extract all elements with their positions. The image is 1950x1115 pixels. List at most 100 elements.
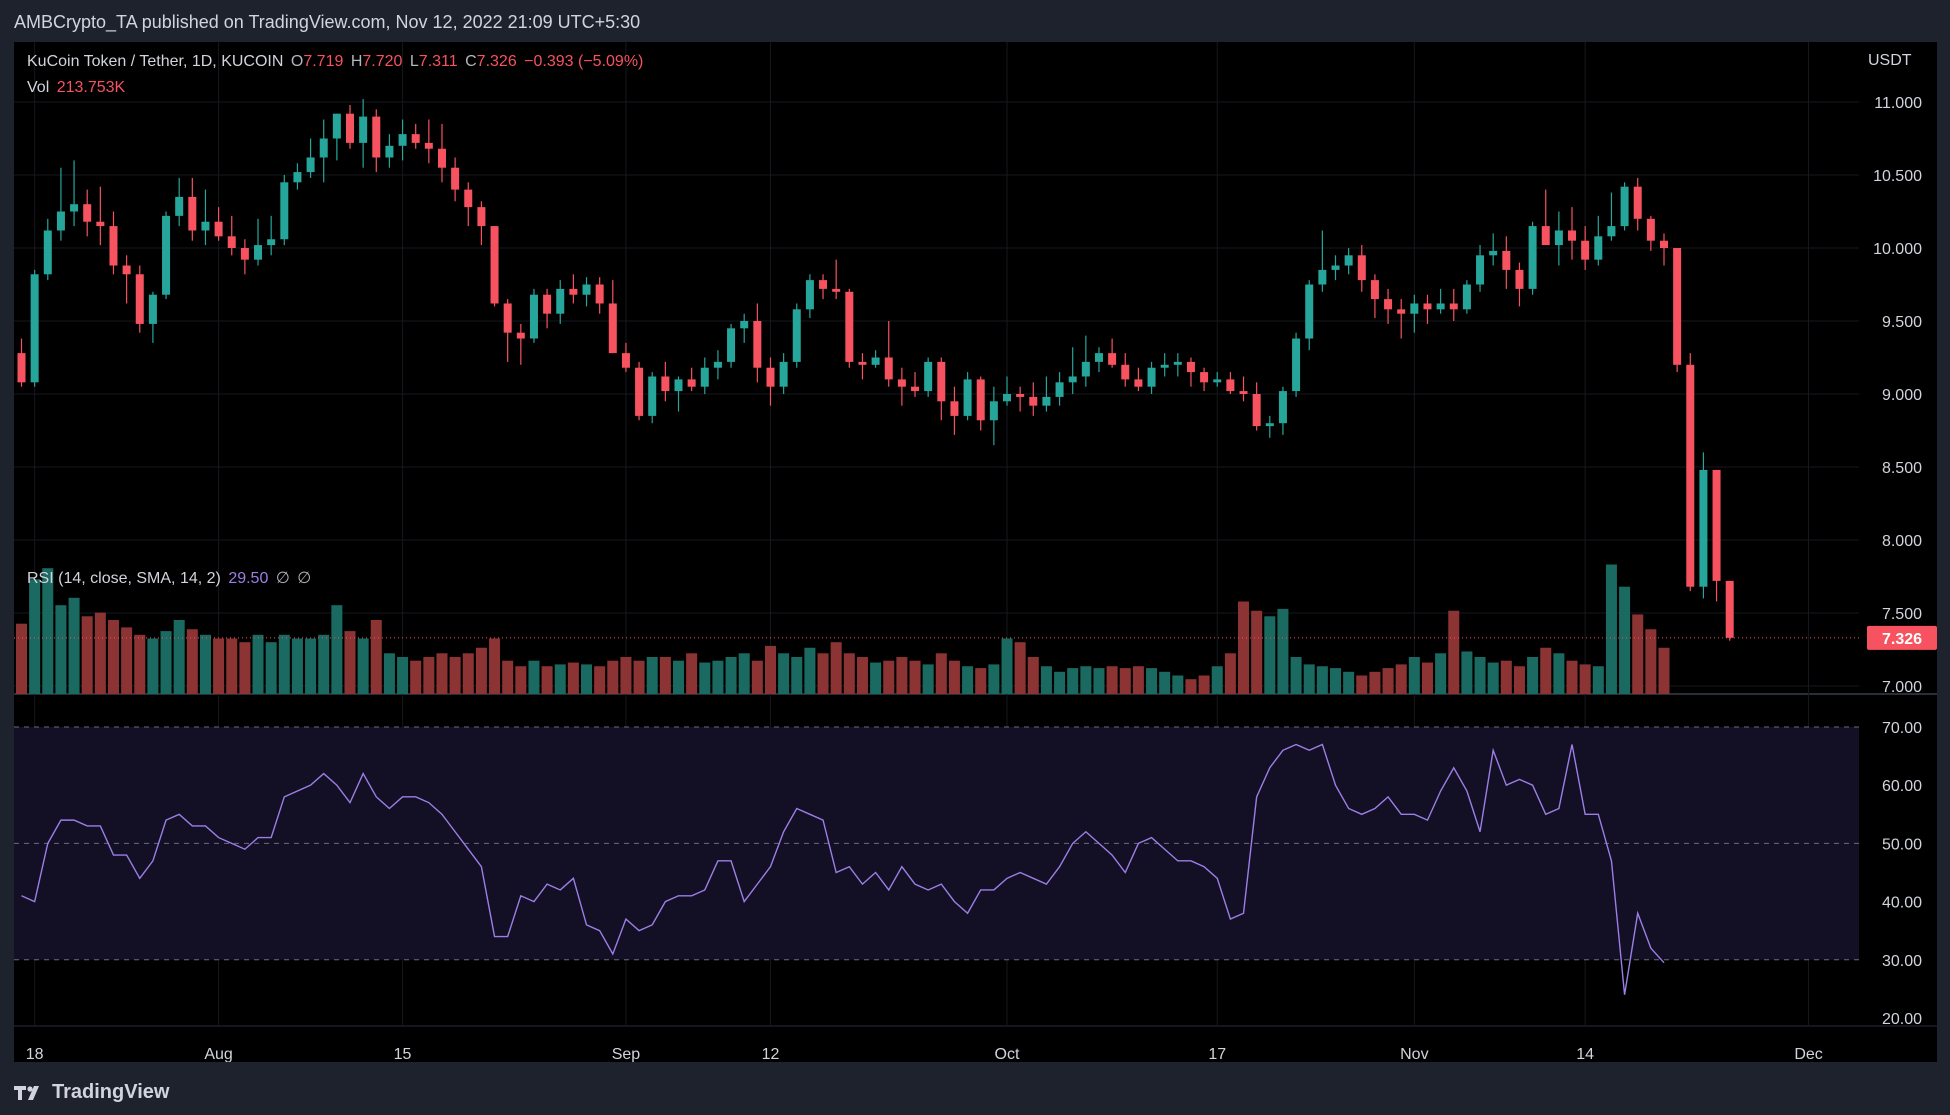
candle-body <box>1541 226 1550 246</box>
volume-bar <box>1566 660 1578 694</box>
low-label: L <box>409 53 419 70</box>
volume-bar <box>751 660 763 694</box>
volume-bar <box>1619 586 1631 694</box>
candle <box>1331 255 1340 281</box>
candle-body <box>306 157 315 173</box>
candle-body <box>214 221 223 237</box>
rsi-label[interactable]: RSI (14, close, SMA, 14, 2) <box>27 570 221 587</box>
volume-bar <box>55 605 67 694</box>
candle-body <box>240 248 249 260</box>
candle-body <box>280 182 289 240</box>
candle-body <box>1370 280 1379 300</box>
chart-canvas[interactable]: 11.000 10.500 10.000 9.500 9.000 8.500 8.000 7.… <box>14 42 1937 1062</box>
volume-bar <box>1054 671 1066 694</box>
volume-bar <box>213 638 225 694</box>
volume-bar <box>160 631 172 694</box>
candle-body <box>1029 396 1038 406</box>
candle <box>1265 415 1274 438</box>
candle-body <box>792 309 801 362</box>
candle <box>792 303 801 368</box>
candle-body <box>1134 379 1143 387</box>
candle-body <box>595 284 604 304</box>
volume-bar <box>1080 666 1092 694</box>
volume-bar <box>107 620 119 694</box>
volume-bar <box>397 657 409 694</box>
candle-body <box>464 189 473 208</box>
candle-body <box>122 265 131 275</box>
time-tick-label: 12 <box>762 1046 780 1062</box>
chart-frame[interactable]: 11.000 10.500 10.000 9.500 9.000 8.500 8.000 7.… <box>14 42 1937 1062</box>
candle <box>569 274 578 304</box>
candle-body <box>1003 394 1011 402</box>
candle <box>805 274 814 319</box>
volume-bar <box>567 662 579 694</box>
candle <box>937 357 946 421</box>
candle-body <box>635 367 644 416</box>
candle-body <box>1594 236 1603 260</box>
candle <box>451 157 460 202</box>
volume-bar <box>68 597 80 694</box>
volume-bar <box>1159 671 1171 694</box>
tradingview-logo[interactable]: TradingView <box>14 1081 169 1104</box>
candle-body <box>135 274 144 324</box>
candle-body <box>254 245 263 260</box>
candle <box>713 350 722 380</box>
publish-info: AMBCrypto_TA published on TradingView.co… <box>0 0 1950 42</box>
candle <box>621 342 630 373</box>
rsi-value: 29.50 <box>228 570 269 587</box>
candle <box>17 338 26 387</box>
time-tick-label: Oct <box>995 1046 1020 1062</box>
candle-body <box>319 138 328 158</box>
rsi-tick-label: 60.00 <box>1882 778 1922 795</box>
high-value: 7.720 <box>362 53 403 70</box>
candle <box>1528 221 1537 295</box>
volume-bar <box>1251 610 1263 694</box>
tradingview-brand: TradingView <box>52 1081 170 1103</box>
volume-bar <box>1395 664 1407 694</box>
candle-body <box>385 145 394 158</box>
candle-body <box>332 113 341 139</box>
legend-row-rsi: RSI (14, close, SMA, 14, 2) 29.50 ∅ ∅ <box>27 568 314 588</box>
volume-value: 213.753K <box>56 79 126 96</box>
volume-bar <box>147 638 159 694</box>
volume-bar <box>29 579 41 694</box>
candle <box>529 288 538 343</box>
candle-body <box>96 221 105 227</box>
tradingview-logo-icon <box>14 1085 39 1100</box>
candle <box>1541 189 1550 246</box>
candle-body <box>1423 303 1432 310</box>
candle <box>490 226 499 307</box>
candle <box>267 215 276 256</box>
volume-bar <box>173 620 185 694</box>
candle <box>1344 248 1353 275</box>
volume-bar <box>1198 675 1210 694</box>
volume-bar <box>1277 608 1289 694</box>
currency-label: USDT <box>1868 52 1912 69</box>
candle <box>556 280 565 324</box>
candle <box>293 163 302 190</box>
candle-body <box>950 401 959 416</box>
candle-body <box>17 353 26 383</box>
candle <box>543 288 552 329</box>
candle <box>1686 353 1695 592</box>
candle-body <box>556 288 565 314</box>
candle <box>1620 182 1629 231</box>
candle-body <box>70 204 79 212</box>
volume-bar <box>1369 671 1381 694</box>
volume-label[interactable]: Vol <box>27 79 50 96</box>
candle <box>582 277 591 307</box>
candle <box>700 357 709 394</box>
volume-bar <box>554 664 566 694</box>
close-value: 7.326 <box>476 53 517 70</box>
symbol-title[interactable]: KuCoin Token / Tether, 1D, KUCOIN <box>27 53 284 70</box>
candle <box>1568 207 1577 260</box>
volume-bar <box>1343 671 1355 694</box>
volume-bar <box>239 642 251 694</box>
volume-bar <box>370 620 382 694</box>
candle <box>1357 245 1366 292</box>
candle-body <box>293 172 302 183</box>
volume-bar <box>134 634 146 694</box>
candlesticks <box>14 99 1859 641</box>
candle <box>1239 376 1248 402</box>
candle <box>122 255 131 304</box>
